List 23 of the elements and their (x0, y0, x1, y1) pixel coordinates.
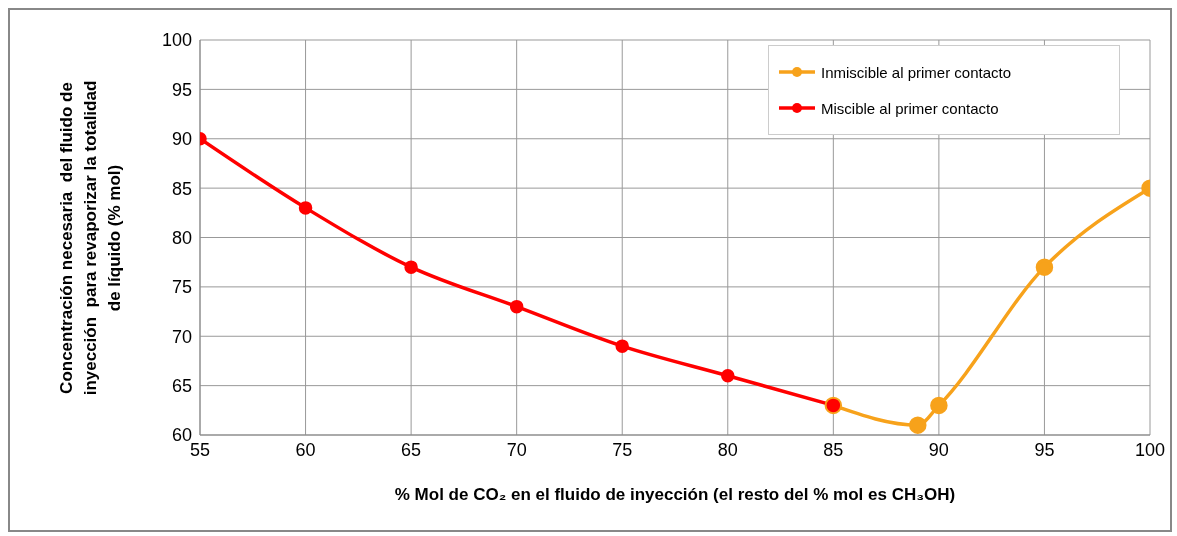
x-tick-label: 90 (928, 439, 949, 460)
x-tick-label: 70 (506, 439, 527, 460)
x-tick-label: 75 (612, 439, 633, 460)
x-tick-label: 60 (295, 439, 316, 460)
x-tick-label: 100 (1134, 439, 1166, 460)
y-tick-label: 85 (171, 178, 192, 199)
y-tick-label: 95 (171, 79, 192, 100)
legend-label: Miscible al primer contacto (821, 99, 999, 117)
x-axis-title: % Mol de CO₂ en el fluido de inyección (el resto del % mol es CH₃OH) (394, 485, 956, 504)
x-tick-label: 55 (189, 439, 211, 460)
legend-label: Inmiscible al primer contacto (821, 63, 1012, 81)
x-tick-label: 65 (401, 439, 422, 460)
x-tick-label: 85 (823, 439, 844, 460)
y-tick-label: 60 (171, 425, 192, 446)
y-tick-label: 80 (171, 227, 192, 248)
y-axis-title: Concentración necesaria del fluido de inyección para revaporizar la totalidad de líquido (% mol) (55, 79, 124, 397)
x-tick-label: 95 (1034, 439, 1055, 460)
y-tick-label: 70 (171, 326, 192, 347)
y-tick-label: 100 (161, 30, 192, 51)
y-tick-label: 65 (171, 376, 192, 397)
y-tick-label: 90 (171, 129, 192, 150)
x-tick-label: 80 (717, 439, 738, 460)
y-tick-label: 75 (171, 277, 192, 298)
